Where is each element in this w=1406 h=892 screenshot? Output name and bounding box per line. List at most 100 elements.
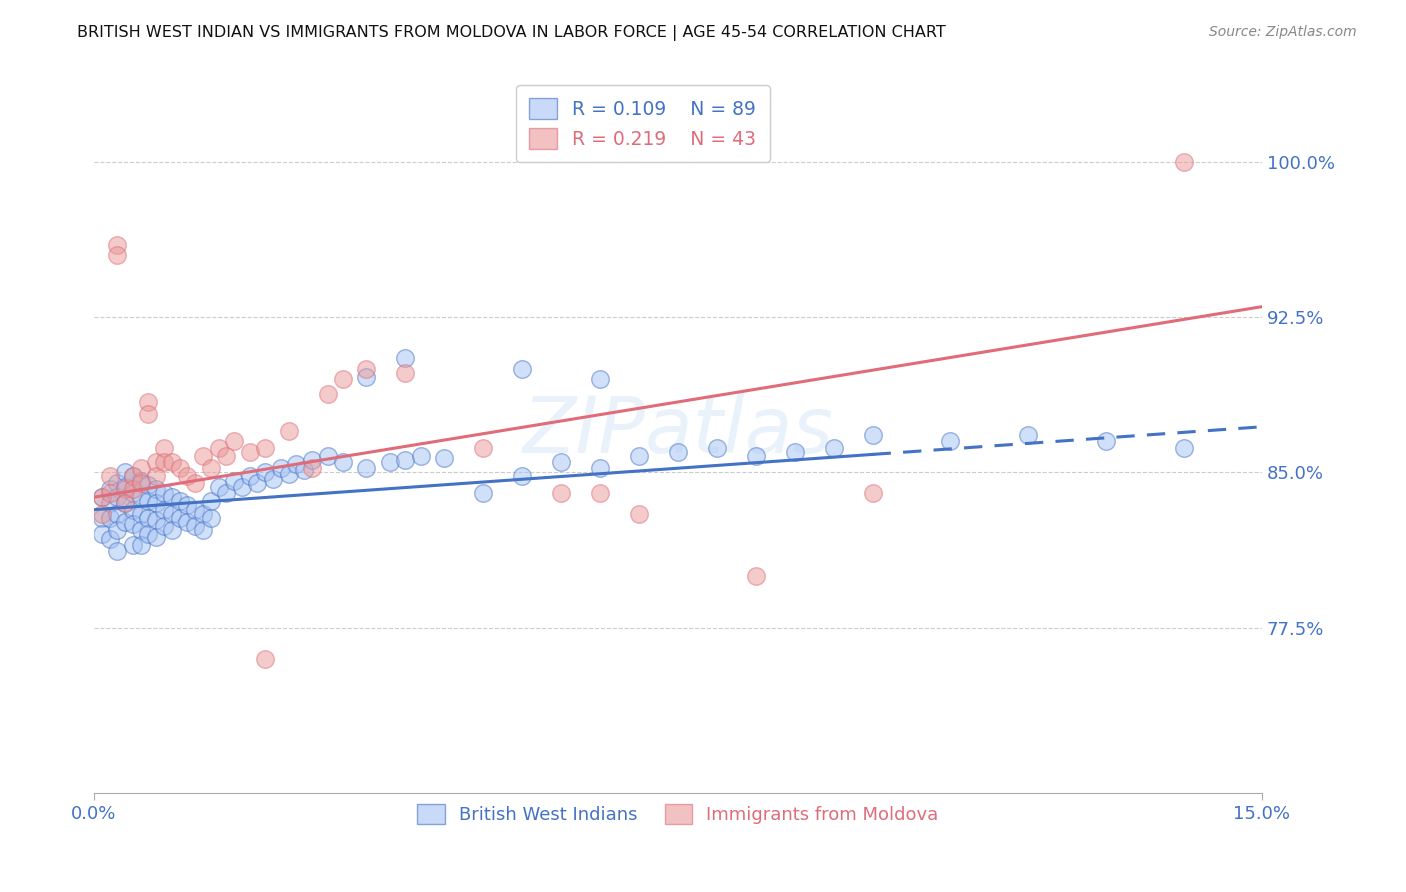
Point (129, 474, 152, 488)
Point (145, 513, 167, 527)
Point (105, 490, 128, 504)
Point (138, 477, 160, 491)
Point (90, 490, 112, 504)
Point (222, 434, 245, 449)
Point (200, 461, 222, 475)
Point (145, 455, 167, 469)
Point (90, 507, 112, 521)
Point (394, 366, 416, 380)
Point (153, 519, 176, 533)
Point (105, 237, 128, 252)
Point (153, 502, 176, 516)
Point (176, 499, 198, 513)
Point (270, 461, 292, 475)
Point (160, 455, 183, 469)
Point (138, 527, 160, 541)
Point (627, 507, 650, 521)
Point (254, 651, 277, 665)
Point (1173, 154, 1195, 169)
Point (145, 496, 167, 510)
Point (510, 361, 533, 376)
Point (215, 486, 238, 500)
Text: ZIPatlas: ZIPatlas (523, 393, 834, 469)
Point (862, 486, 884, 500)
Point (627, 449, 650, 463)
Point (262, 472, 284, 486)
Point (200, 511, 222, 525)
Point (666, 444, 689, 458)
Point (129, 475, 152, 490)
Point (153, 486, 176, 500)
Point (222, 474, 245, 488)
Point (169, 461, 191, 475)
Point (160, 490, 183, 504)
Point (207, 441, 229, 455)
Point (316, 449, 339, 463)
Point (285, 457, 308, 471)
Point (231, 480, 253, 494)
Point (90, 527, 112, 541)
Point (153, 455, 176, 469)
Point (239, 469, 262, 483)
Point (745, 449, 768, 463)
Point (862, 428, 884, 442)
Point (1173, 441, 1195, 455)
Point (138, 408, 160, 422)
Point (277, 467, 299, 482)
Point (783, 444, 806, 458)
Point (98, 482, 121, 496)
Point (277, 424, 299, 438)
Point (105, 524, 128, 538)
Point (160, 507, 183, 521)
Point (169, 494, 191, 508)
Point (138, 395, 160, 409)
Point (98, 486, 121, 500)
Point (184, 502, 207, 516)
Point (301, 461, 323, 475)
Point (138, 511, 160, 525)
Point (145, 482, 167, 496)
Point (589, 486, 612, 500)
Point (378, 455, 401, 469)
Point (176, 469, 198, 483)
Point (191, 524, 214, 538)
Point (98, 496, 121, 510)
Text: Source: ZipAtlas.com: Source: ZipAtlas.com (1209, 25, 1357, 39)
Point (292, 463, 315, 477)
Point (394, 453, 416, 467)
Point (215, 449, 238, 463)
Point (332, 372, 354, 386)
Point (745, 569, 768, 583)
Point (138, 494, 160, 508)
Point (129, 490, 152, 504)
Point (589, 372, 612, 386)
Point (129, 538, 152, 552)
Point (200, 494, 222, 508)
Point (114, 480, 136, 494)
Point (510, 469, 533, 483)
Point (433, 450, 456, 465)
Point (316, 386, 339, 401)
Point (121, 502, 143, 516)
Point (114, 466, 136, 480)
Point (153, 441, 176, 455)
Point (356, 461, 378, 475)
Point (145, 469, 167, 483)
Point (1017, 428, 1039, 442)
Point (114, 496, 136, 510)
Point (823, 441, 845, 455)
Point (105, 248, 128, 262)
Point (90, 511, 112, 525)
Point (98, 532, 121, 546)
Point (254, 466, 277, 480)
Point (589, 461, 612, 475)
Point (90, 490, 112, 504)
Point (145, 530, 167, 544)
Point (207, 480, 229, 494)
Point (246, 475, 269, 490)
Point (254, 441, 277, 455)
Point (191, 449, 214, 463)
Point (301, 453, 323, 467)
Point (1095, 434, 1118, 449)
Point (121, 517, 143, 532)
